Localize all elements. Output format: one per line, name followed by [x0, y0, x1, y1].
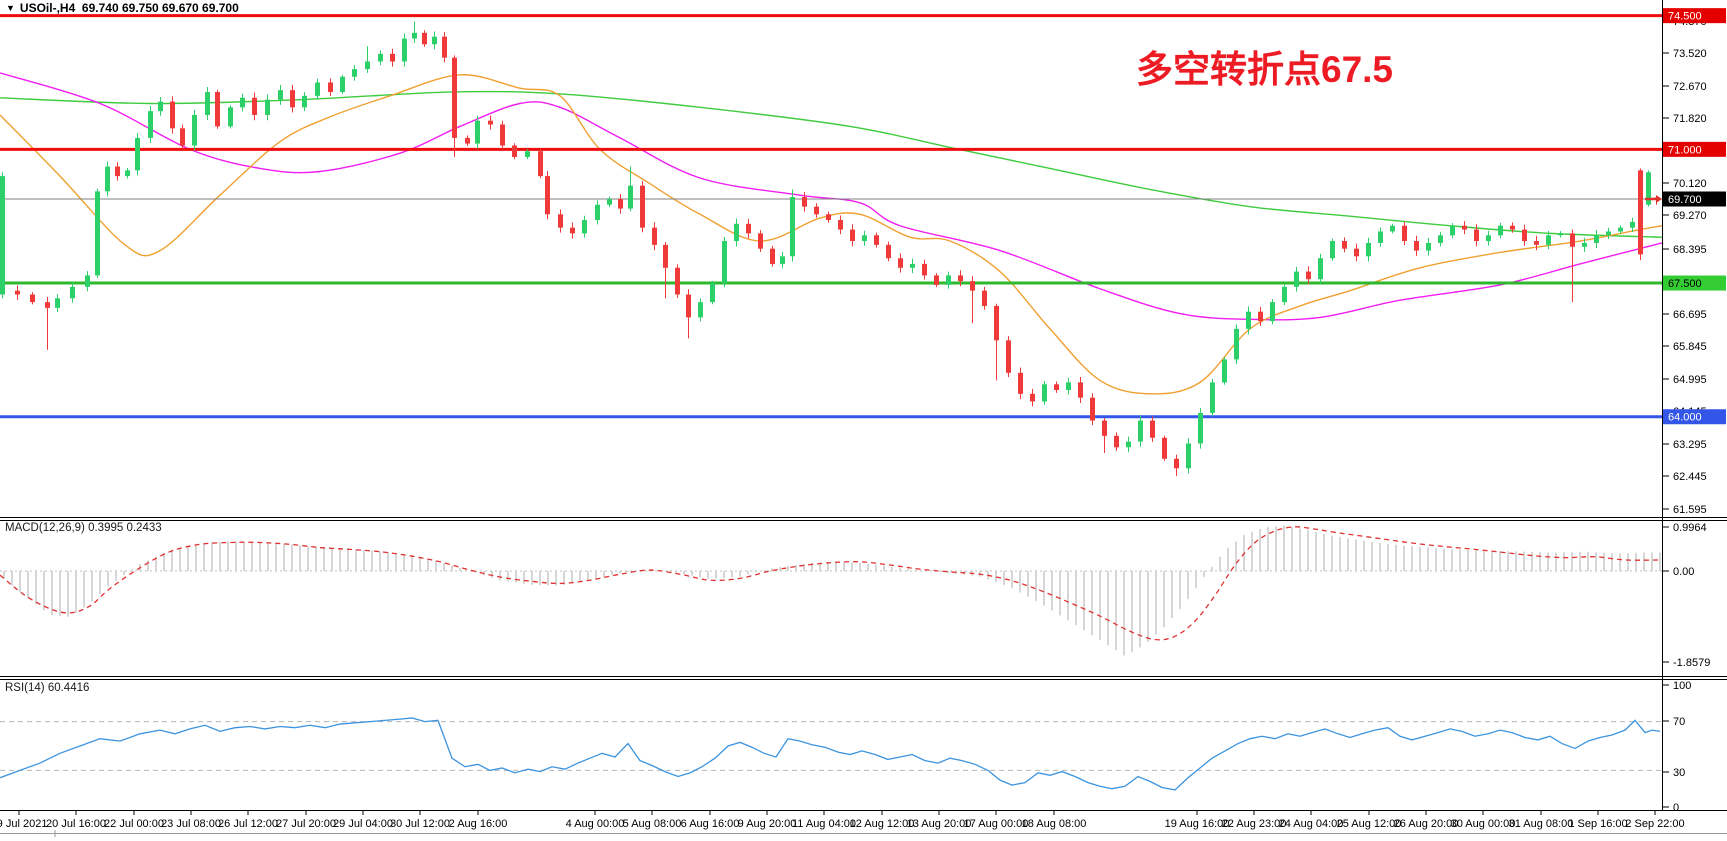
time-tick-label: 9 Aug 20:00 [738, 818, 797, 830]
time-tick-label: 23 Jul 08:00 [161, 818, 221, 830]
price-tick-label: 70.120 [1673, 178, 1707, 190]
time-tick-label: 2 Sep 22:00 [1625, 818, 1684, 830]
price-tick-label: 68.395 [1673, 244, 1707, 256]
price-label-box-74.500 [1663, 8, 1726, 24]
price-tick-label: 66.695 [1673, 309, 1707, 321]
price-tick-label: 61.595 [1673, 504, 1707, 516]
time-tick-label: 25 Aug 12:00 [1337, 818, 1402, 830]
macd-tick-label: 0.00 [1673, 566, 1694, 578]
price-tick-label: 65.845 [1673, 341, 1707, 353]
price-label-box-67.500 [1663, 275, 1726, 291]
price-tick-label: 69.270 [1673, 210, 1707, 222]
horizontal-level-lines [0, 14, 1662, 419]
time-tick-label: 12 Aug 12:00 [850, 818, 915, 830]
time-tick-label: 29 Jul 04:00 [333, 818, 393, 830]
price-axis[interactable]: 74.37073.52072.67071.82070.12069.27068.3… [1663, 8, 1726, 516]
price-label-text: 64.000 [1668, 412, 1702, 424]
price-tick-label: 64.995 [1673, 374, 1707, 386]
price-label-text: 67.500 [1668, 278, 1702, 290]
rsi-tick-label: 30 [1673, 767, 1685, 779]
time-tick-label: 24 Aug 04:00 [1279, 818, 1344, 830]
time-tick-label: 31 Aug 08:00 [1509, 818, 1574, 830]
time-tick-label: 6 Aug 16:00 [681, 818, 740, 830]
ma-line-fast-orange [0, 74, 1662, 395]
time-tick-label: 19 Aug 16:00 [1165, 818, 1230, 830]
price-label-text: 71.000 [1668, 144, 1702, 156]
time-tick-label: 2 Aug 16:00 [449, 818, 508, 830]
time-tick-label: 13 Aug 20:00 [907, 818, 972, 830]
macd-signal-line [0, 526, 1662, 641]
time-tick-label: 11 Aug 04:00 [792, 818, 856, 830]
rsi-axis[interactable]: 100 70 30 0 [1663, 680, 1691, 814]
price-tick-label: 63.295 [1673, 439, 1707, 451]
time-tick-label: 17 Aug 00:00 [964, 818, 1029, 830]
ma-line-mid-magenta [0, 72, 1662, 321]
price-tick-label: 72.670 [1673, 81, 1707, 93]
current-price-marker [1645, 195, 1662, 203]
time-tick-label: 18 Aug 08:00 [1022, 818, 1087, 830]
time-tick-label: 22 Jul 00:00 [104, 818, 164, 830]
time-tick-label: 26 Aug 20:00 [1394, 818, 1459, 830]
time-tick-label: 1 Sep 16:00 [1568, 818, 1627, 830]
macd-histogram [3, 525, 1661, 656]
macd-tick-label: -1.8579 [1673, 657, 1710, 669]
time-tick-label: 26 Jul 12:00 [218, 818, 278, 830]
time-tick-label: 20 Jul 16:00 [46, 818, 106, 830]
price-tick-label: 71.820 [1673, 113, 1707, 125]
time-tick-label: 27 Jul 20:00 [276, 818, 336, 830]
macd-panel[interactable] [0, 525, 1662, 656]
price-tick-label: 62.445 [1673, 471, 1707, 483]
ma-line-slow-green [0, 90, 1662, 238]
rsi-tick-label: 100 [1673, 680, 1691, 692]
time-tick-label: 22 Aug 23:00 [1222, 818, 1287, 830]
rsi-tick-label: 0 [1673, 802, 1679, 814]
price-label-box-64.000 [1663, 409, 1726, 425]
macd-tick-label: 0.9964 [1673, 522, 1707, 534]
time-tick-label: 30 Aug 00:00 [1451, 818, 1516, 830]
candles [0, 21, 1659, 476]
rsi-line [0, 717, 1661, 791]
panel-borders [0, 0, 1727, 811]
time-tick-label: 5 Aug 08:00 [623, 818, 682, 830]
time-tick-label: 30 Jul 12:00 [390, 818, 450, 830]
price-label-text: 74.500 [1668, 11, 1702, 23]
rsi-tick-label: 70 [1673, 716, 1685, 728]
time-tick-label: 4 Aug 00:00 [566, 818, 625, 830]
moving-averages [0, 72, 1662, 395]
price-label-text: 69.700 [1668, 194, 1702, 206]
price-label-box-71.000 [1663, 141, 1726, 157]
rsi-panel[interactable] [0, 717, 1662, 791]
price-tick-label: 73.520 [1673, 48, 1707, 60]
macd-axis[interactable]: 0.9964 0.00 -1.8579 [1663, 522, 1710, 669]
time-tick-label: 19 Jul 2021 [0, 818, 47, 830]
price-label-box-69.700 [1663, 191, 1726, 207]
